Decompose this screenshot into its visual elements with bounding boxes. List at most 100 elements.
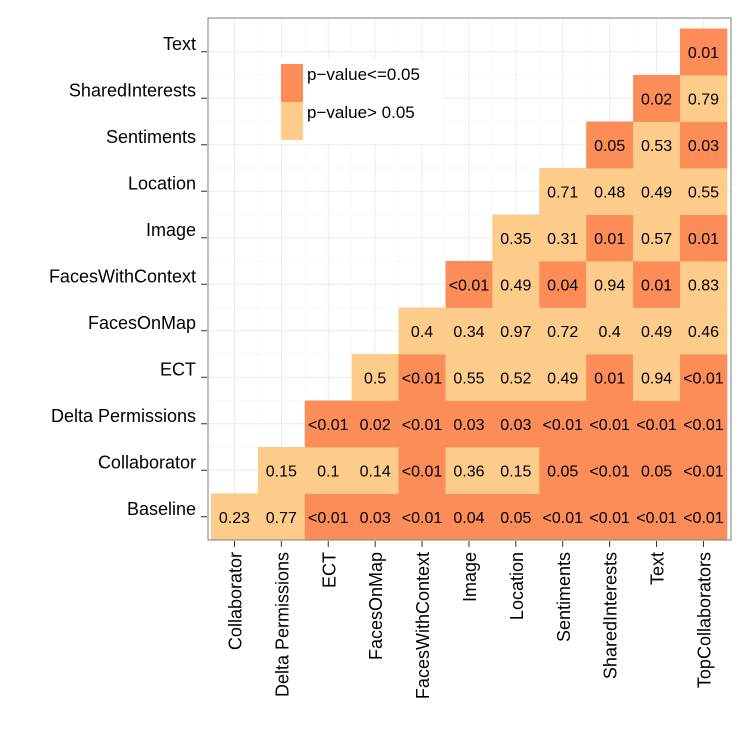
cell-value-label: <0.01 xyxy=(589,510,630,527)
heatmap-cell xyxy=(351,493,399,541)
cell-value-label: <0.01 xyxy=(543,510,584,527)
x-tick-label: Image xyxy=(460,552,480,602)
cell-value-label: 0.03 xyxy=(360,510,391,527)
heatmap-cell xyxy=(633,354,681,401)
cell-value-label: <0.01 xyxy=(683,463,724,480)
cell-value-label: 0.14 xyxy=(360,463,391,480)
cell-value-label: 0.02 xyxy=(360,417,391,434)
cell-value-label: 0.94 xyxy=(641,370,672,387)
heatmap-cell xyxy=(539,354,587,401)
heatmap-cell xyxy=(633,168,681,215)
cell-value-label: 0.05 xyxy=(547,463,578,480)
cell-value-label: <0.01 xyxy=(636,417,677,434)
cell-value-label: 0.94 xyxy=(594,277,625,294)
cell-value-label: 0.01 xyxy=(688,45,719,62)
cell-value-label: <0.01 xyxy=(589,417,630,434)
y-tick-label: FacesOnMap xyxy=(88,313,196,333)
heatmap-cell xyxy=(492,354,540,401)
heatmap-cell xyxy=(680,493,728,541)
heatmap-cell xyxy=(257,447,306,494)
heatmap-cell xyxy=(633,400,681,448)
heatmap-cell xyxy=(680,400,728,448)
heatmap-cell xyxy=(586,214,634,262)
heatmap-cell xyxy=(351,354,399,401)
cell-value-label: 0.46 xyxy=(688,324,719,341)
cell-value-label: 0.01 xyxy=(594,231,625,248)
cell-value-label: 0.23 xyxy=(219,510,250,527)
heatmap-cell xyxy=(445,307,493,355)
cell-value-label: 0.52 xyxy=(500,370,531,387)
cell-value-label: 0.04 xyxy=(547,277,578,294)
heatmap-cell xyxy=(445,493,493,541)
cell-value-label: 0.53 xyxy=(641,138,672,155)
heatmap-cell xyxy=(680,261,728,308)
cell-value-label: 0.49 xyxy=(547,370,578,387)
heatmap-cell xyxy=(539,214,587,262)
heatmap-cell xyxy=(351,400,399,448)
cell-value-label: <0.01 xyxy=(402,510,443,527)
heatmap-cell xyxy=(398,400,446,448)
heatmap-cell xyxy=(445,400,493,448)
cell-value-label: <0.01 xyxy=(402,417,443,434)
cell-value-label: 0.04 xyxy=(453,510,484,527)
cell-value-label: 0.35 xyxy=(500,231,531,248)
heatmap-cell xyxy=(539,168,587,215)
x-tick-label: Delta Permissions xyxy=(272,552,292,697)
cell-value-label: 0.72 xyxy=(547,324,578,341)
cell-value-label: 0.05 xyxy=(594,138,625,155)
x-tick-label: Text xyxy=(648,552,668,585)
cell-value-label: 0.49 xyxy=(500,277,531,294)
heatmap-cell xyxy=(586,354,634,401)
heatmap-cell xyxy=(304,400,353,448)
cell-value-label: 0.01 xyxy=(641,277,672,294)
cell-value-label: 0.55 xyxy=(688,184,719,201)
x-tick-label: Location xyxy=(507,552,527,620)
heatmap-cell xyxy=(304,447,353,494)
heatmap-cell xyxy=(398,354,446,401)
cell-value-label: 0.03 xyxy=(453,417,484,434)
cell-value-labels: 0.23 0.77 <0.01 0.03 <0.01 0.04 0.05 <0.01 <0.01… xyxy=(219,45,724,527)
heatmap-cell xyxy=(492,261,540,308)
cell-value-label: 0.03 xyxy=(688,138,719,155)
cell-value-label: 0.83 xyxy=(688,277,719,294)
heatmap-cell xyxy=(680,168,728,215)
cell-value-label: 0.34 xyxy=(453,324,484,341)
cell-value-label: 0.15 xyxy=(500,463,531,480)
heatmap-cell xyxy=(680,214,728,262)
heatmap-cell xyxy=(398,447,446,494)
heatmap-cell xyxy=(445,261,493,308)
x-tick-label: FacesOnMap xyxy=(366,552,386,660)
heatmap-cell xyxy=(304,493,353,541)
heatmap-cell xyxy=(398,307,446,355)
x-tick-label: TopCollaborators xyxy=(694,552,714,688)
heatmap-cell xyxy=(586,400,634,448)
heatmap-cell xyxy=(633,493,681,541)
cell-value-label: 0.31 xyxy=(547,231,578,248)
cell-value-label: 0.01 xyxy=(594,370,625,387)
cell-value-label: 0.97 xyxy=(500,324,531,341)
cell-value-label: 0.48 xyxy=(594,184,625,201)
x-tick-label: Sentiments xyxy=(554,552,574,642)
heatmap-cell xyxy=(586,261,634,308)
legend-background xyxy=(276,58,444,144)
cell-value-label: 0.01 xyxy=(688,231,719,248)
cell-value-label: 0.55 xyxy=(453,370,484,387)
cell-value-label: <0.01 xyxy=(589,463,630,480)
heatmap-cell xyxy=(586,447,634,494)
y-tick-label: ECT xyxy=(160,359,196,379)
heatmap-cells xyxy=(211,28,728,541)
cell-value-label: 0.57 xyxy=(641,231,672,248)
cell-value-label: <0.01 xyxy=(683,370,724,387)
cell-value-label: <0.01 xyxy=(402,370,443,387)
cell-value-label: 0.05 xyxy=(500,510,531,527)
heatmap-cell xyxy=(633,214,681,262)
heatmap-cell xyxy=(680,447,728,494)
y-tick-label: Baseline xyxy=(127,499,196,519)
heatmap-cell xyxy=(211,493,259,541)
heatmap-cell xyxy=(492,493,540,541)
y-tick-label: Delta Permissions xyxy=(51,406,196,426)
heatmap-cell xyxy=(445,354,493,401)
cell-value-label: 0.49 xyxy=(641,184,672,201)
cell-value-label: 0.03 xyxy=(500,417,531,434)
x-axis: Collaborator Delta Permissions ECT FacesOnM… xyxy=(225,541,714,699)
